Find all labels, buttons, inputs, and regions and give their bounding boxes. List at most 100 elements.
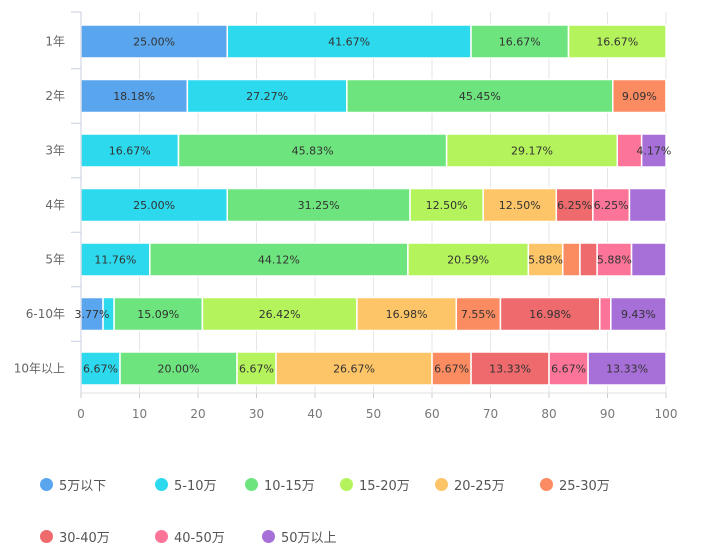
bar-segment xyxy=(612,78,667,114)
bar-segment xyxy=(80,187,228,223)
x-tick-label: 60 xyxy=(424,407,439,421)
category-label: 3年 xyxy=(45,144,65,158)
bars xyxy=(80,24,667,386)
axes xyxy=(71,11,667,398)
legend-item[interactable]: 40-50万 xyxy=(155,526,225,546)
bar-segment xyxy=(80,242,151,277)
segment-label: 6.67% xyxy=(83,363,118,376)
category-label: 4年 xyxy=(45,198,65,212)
segment-label: 7.55% xyxy=(461,308,496,321)
legend-item[interactable]: 25-30万 xyxy=(540,474,610,494)
bar-segment xyxy=(119,351,238,386)
bar-segment xyxy=(113,296,204,332)
segment-label: 25.00% xyxy=(133,199,175,212)
bar-segment xyxy=(610,296,667,332)
legend-label: 10-15万 xyxy=(264,478,315,494)
segment-label: 31.25% xyxy=(298,199,340,212)
segment-label: 45.83% xyxy=(292,145,334,158)
category-label: 2年 xyxy=(45,89,65,103)
legend-marker-icon xyxy=(40,477,53,491)
legend-marker-icon xyxy=(245,477,258,491)
legend-marker-icon xyxy=(340,477,353,491)
segment-label: 13.33% xyxy=(489,363,531,376)
legend-item[interactable]: 5-10万 xyxy=(155,474,217,494)
segment-label: 25.00% xyxy=(133,36,175,49)
segment-label: 16.67% xyxy=(499,36,541,49)
x-tick-label: 0 xyxy=(77,407,85,421)
bar-segment xyxy=(470,24,570,59)
segment-label: 41.67% xyxy=(328,36,370,49)
segment-label: 16.98% xyxy=(529,308,571,321)
legend-item[interactable]: 30-40万 xyxy=(40,526,110,546)
legend-label: 30-40万 xyxy=(59,530,110,546)
legend-label: 25-30万 xyxy=(559,478,610,494)
bar-segment xyxy=(630,242,667,277)
legend-marker-icon xyxy=(155,477,168,491)
segment-label: 6.25% xyxy=(594,199,629,212)
bar-segment xyxy=(579,242,598,277)
legend-marker-icon xyxy=(262,529,275,543)
x-tick-label: 10 xyxy=(132,407,147,421)
legend-item[interactable]: 10-15万 xyxy=(245,474,315,494)
segment-labels: 25.00% 41.67% 16.67% 16.67% 18.18% 27.27% 45.4… xyxy=(75,36,672,376)
legend-item[interactable]: 50万以上 xyxy=(262,526,337,546)
bar-segment xyxy=(628,187,667,223)
bar-segment xyxy=(409,187,484,223)
segment-label: 6.67% xyxy=(434,363,469,376)
category-label: 10年以上 xyxy=(14,362,65,376)
legend-item[interactable]: 15-20万 xyxy=(340,474,410,494)
segment-label: 11.76% xyxy=(94,254,136,267)
bar-segment xyxy=(346,78,614,114)
legend-label: 15-20万 xyxy=(359,478,410,494)
bar-segment xyxy=(592,187,631,223)
segment-label: 6.25% xyxy=(557,199,592,212)
segment-label: 6.67% xyxy=(551,363,586,376)
segment-label: 13.33% xyxy=(606,363,648,376)
legend-label: 20-25万 xyxy=(454,478,505,494)
segment-label: 26.67% xyxy=(333,363,375,376)
category-label: 6-10年 xyxy=(26,307,65,321)
x-tick-label: 90 xyxy=(600,407,615,421)
segment-label: 12.50% xyxy=(499,199,541,212)
bar-segment xyxy=(201,296,358,332)
bar-segment xyxy=(587,351,667,386)
legend-marker-icon xyxy=(435,477,448,491)
bar-segment xyxy=(527,242,564,277)
legend-item[interactable]: 20-25万 xyxy=(435,474,505,494)
bar-segment xyxy=(482,187,558,223)
bar-segment xyxy=(640,133,667,168)
x-tick-label: 30 xyxy=(249,407,264,421)
bar-segment xyxy=(186,78,348,114)
bar-segment xyxy=(455,296,502,332)
bar-segment xyxy=(80,133,180,168)
segment-label: 20.59% xyxy=(447,254,489,267)
bar-segment xyxy=(555,187,594,223)
bar-segment xyxy=(499,296,601,332)
stacked-bar-chart: 25.00% 41.67% 16.67% 16.67% 18.18% 27.27% 45.4… xyxy=(14,11,677,421)
bar-segment xyxy=(226,187,411,223)
legend-marker-icon xyxy=(540,477,553,491)
x-tick-label: 80 xyxy=(541,407,556,421)
category-label: 5年 xyxy=(45,253,65,267)
legend-item[interactable]: 5万以下 xyxy=(40,474,106,494)
segment-label: 26.42% xyxy=(259,308,301,321)
bar-segment xyxy=(470,351,550,386)
segment-label: 12.50% xyxy=(426,199,468,212)
bar-segment xyxy=(561,242,581,277)
segment-label: 4.17% xyxy=(636,145,671,158)
bar-segment xyxy=(445,133,619,168)
x-tick-label: 50 xyxy=(366,407,381,421)
segment-label: 5.88% xyxy=(597,254,632,267)
bar-segment xyxy=(226,24,472,59)
legend-label: 50万以上 xyxy=(281,530,337,546)
segment-label: 5.88% xyxy=(528,254,563,267)
x-tick-label: 40 xyxy=(307,407,322,421)
segment-label: 27.27% xyxy=(246,90,288,103)
bar-segment xyxy=(599,296,612,332)
legend-label: 5-10万 xyxy=(174,478,217,494)
segment-label: 3.77% xyxy=(75,308,110,321)
x-tick-label: 70 xyxy=(483,407,498,421)
legend-label: 40-50万 xyxy=(174,530,225,546)
segment-label: 18.18% xyxy=(113,90,155,103)
segment-label: 45.45% xyxy=(459,90,501,103)
